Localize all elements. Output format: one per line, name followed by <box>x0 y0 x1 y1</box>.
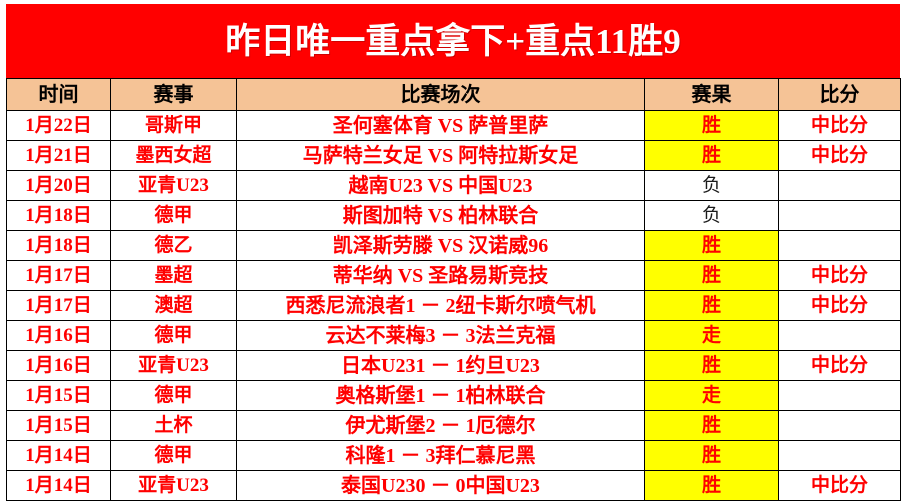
cell-time: 1月18日 <box>6 200 111 231</box>
cell-league: 德甲 <box>110 200 237 231</box>
cell-time: 1月17日 <box>6 260 111 291</box>
cell-league: 澳超 <box>110 290 237 321</box>
page-title: 昨日唯一重点拿下+重点11胜9 <box>225 21 681 61</box>
cell-score: 中比分 <box>778 110 901 141</box>
cell-score: 中比分 <box>778 470 901 501</box>
cell-league: 亚青U23 <box>110 170 237 201</box>
cell-match: 科隆1 － 3拜仁慕尼黑 <box>236 440 645 471</box>
cell-match: 马萨特兰女足 VS 阿特拉斯女足 <box>236 140 645 171</box>
cell-time: 1月16日 <box>6 350 111 381</box>
cell-time: 1月20日 <box>6 170 111 201</box>
table-row: 1月22日 哥斯甲 圣何塞体育 VS 萨普里萨胜中比分 <box>6 110 901 141</box>
cell-score <box>778 170 901 201</box>
cell-time: 1月14日 <box>6 440 111 471</box>
cell-league: 墨超 <box>110 260 237 291</box>
cell-league: 土杯 <box>110 410 237 441</box>
table-row: 1月15日 德甲 奥格斯堡1 － 1柏林联合走 <box>6 380 901 411</box>
cell-league: 德甲 <box>110 320 237 351</box>
cell-result: 胜 <box>644 410 779 441</box>
cell-league: 德甲 <box>110 380 237 411</box>
cell-time: 1月15日 <box>6 410 111 441</box>
table-header: 时间 赛事 比赛场次 赛果 比分 <box>6 78 901 111</box>
column-header-score: 比分 <box>778 78 901 111</box>
table-body: 1月22日 哥斯甲 圣何塞体育 VS 萨普里萨胜中比分 1月21日 墨西女超 马萨特兰女足… <box>6 110 901 501</box>
title-banner: 昨日唯一重点拿下+重点11胜9 <box>6 4 900 78</box>
cell-result: 胜 <box>644 260 779 291</box>
cell-score <box>778 410 901 441</box>
cell-time: 1月16日 <box>6 320 111 351</box>
cell-match: 蒂华纳 VS 圣路易斯竞技 <box>236 260 645 291</box>
column-header-time: 时间 <box>6 78 111 111</box>
table-row: 1月14日 德甲 科隆1 － 3拜仁慕尼黑胜 <box>6 440 901 471</box>
cell-score <box>778 230 901 261</box>
cell-league: 德甲 <box>110 440 237 471</box>
column-header-match: 比赛场次 <box>236 78 645 111</box>
cell-score <box>778 380 901 411</box>
table-row: 1月16日 德甲 云达不莱梅3 － 3法兰克福走 <box>6 320 901 351</box>
cell-league: 亚青U23 <box>110 350 237 381</box>
cell-time: 1月21日 <box>6 140 111 171</box>
cell-league: 哥斯甲 <box>110 110 237 141</box>
cell-time: 1月22日 <box>6 110 111 141</box>
table-row: 1月18日 德乙 凯泽斯劳滕 VS 汉诺威96 胜 <box>6 230 901 261</box>
table-row: 1月21日 墨西女超 马萨特兰女足 VS 阿特拉斯女足胜中比分 <box>6 140 901 171</box>
table-row: 1月20日 亚青U23 越南U23 VS 中国U23 负 <box>6 170 901 201</box>
cell-score: 中比分 <box>778 350 901 381</box>
cell-result: 胜 <box>644 140 779 171</box>
cell-result: 胜 <box>644 350 779 381</box>
cell-match: 泰国U230 － 0中国U23 <box>236 470 645 501</box>
cell-time: 1月15日 <box>6 380 111 411</box>
cell-result: 负 <box>644 200 779 231</box>
table-row: 1月18日 德甲 斯图加特 VS 柏林联合负 <box>6 200 901 231</box>
cell-result: 负 <box>644 170 779 201</box>
cell-time: 1月17日 <box>6 290 111 321</box>
cell-match: 奥格斯堡1 － 1柏林联合 <box>236 380 645 411</box>
cell-match: 斯图加特 VS 柏林联合 <box>236 200 645 231</box>
cell-score: 中比分 <box>778 290 901 321</box>
cell-match: 越南U23 VS 中国U23 <box>236 170 645 201</box>
record-table-page: 昨日唯一重点拿下+重点11胜9 时间 赛事 比赛场次 赛果 比分 1月22日 哥斯… <box>6 4 901 501</box>
cell-result: 胜 <box>644 440 779 471</box>
cell-match: 西悉尼流浪者1 － 2纽卡斯尔喷气机 <box>236 290 645 321</box>
cell-league: 德乙 <box>110 230 237 261</box>
cell-score <box>778 320 901 351</box>
cell-result: 胜 <box>644 230 779 261</box>
cell-match: 云达不莱梅3 － 3法兰克福 <box>236 320 645 351</box>
cell-result: 胜 <box>644 110 779 141</box>
table-header-row: 时间 赛事 比赛场次 赛果 比分 <box>6 78 901 111</box>
column-header-result: 赛果 <box>644 78 779 111</box>
table-row: 1月17日 墨超 蒂华纳 VS 圣路易斯竞技胜中比分 <box>6 260 901 291</box>
cell-time: 1月18日 <box>6 230 111 261</box>
table-row: 1月17日 澳超 西悉尼流浪者1 － 2纽卡斯尔喷气机胜中比分 <box>6 290 901 321</box>
cell-match: 圣何塞体育 VS 萨普里萨 <box>236 110 645 141</box>
cell-score: 中比分 <box>778 140 901 171</box>
cell-league: 墨西女超 <box>110 140 237 171</box>
cell-match: 凯泽斯劳滕 VS 汉诺威96 <box>236 230 645 261</box>
cell-league: 亚青U23 <box>110 470 237 501</box>
table-row: 1月14日 亚青U23 泰国U230 － 0中国U23 胜中比分 <box>6 470 901 501</box>
cell-result: 走 <box>644 320 779 351</box>
cell-score: 中比分 <box>778 260 901 291</box>
cell-match: 日本U231 － 1约旦U23 <box>236 350 645 381</box>
cell-time: 1月14日 <box>6 470 111 501</box>
cell-result: 走 <box>644 380 779 411</box>
cell-score <box>778 440 901 471</box>
cell-result: 胜 <box>644 470 779 501</box>
table-row: 1月16日 亚青U23 日本U231 － 1约旦U23 胜中比分 <box>6 350 901 381</box>
cell-result: 胜 <box>644 290 779 321</box>
cell-match: 伊尤斯堡2 － 1厄德尔 <box>236 410 645 441</box>
column-header-league: 赛事 <box>110 78 237 111</box>
table-row: 1月15日 土杯 伊尤斯堡2 － 1厄德尔胜 <box>6 410 901 441</box>
cell-score <box>778 200 901 231</box>
match-record-table: 时间 赛事 比赛场次 赛果 比分 1月22日 哥斯甲 圣何塞体育 VS 萨普里萨胜中… <box>6 78 901 501</box>
